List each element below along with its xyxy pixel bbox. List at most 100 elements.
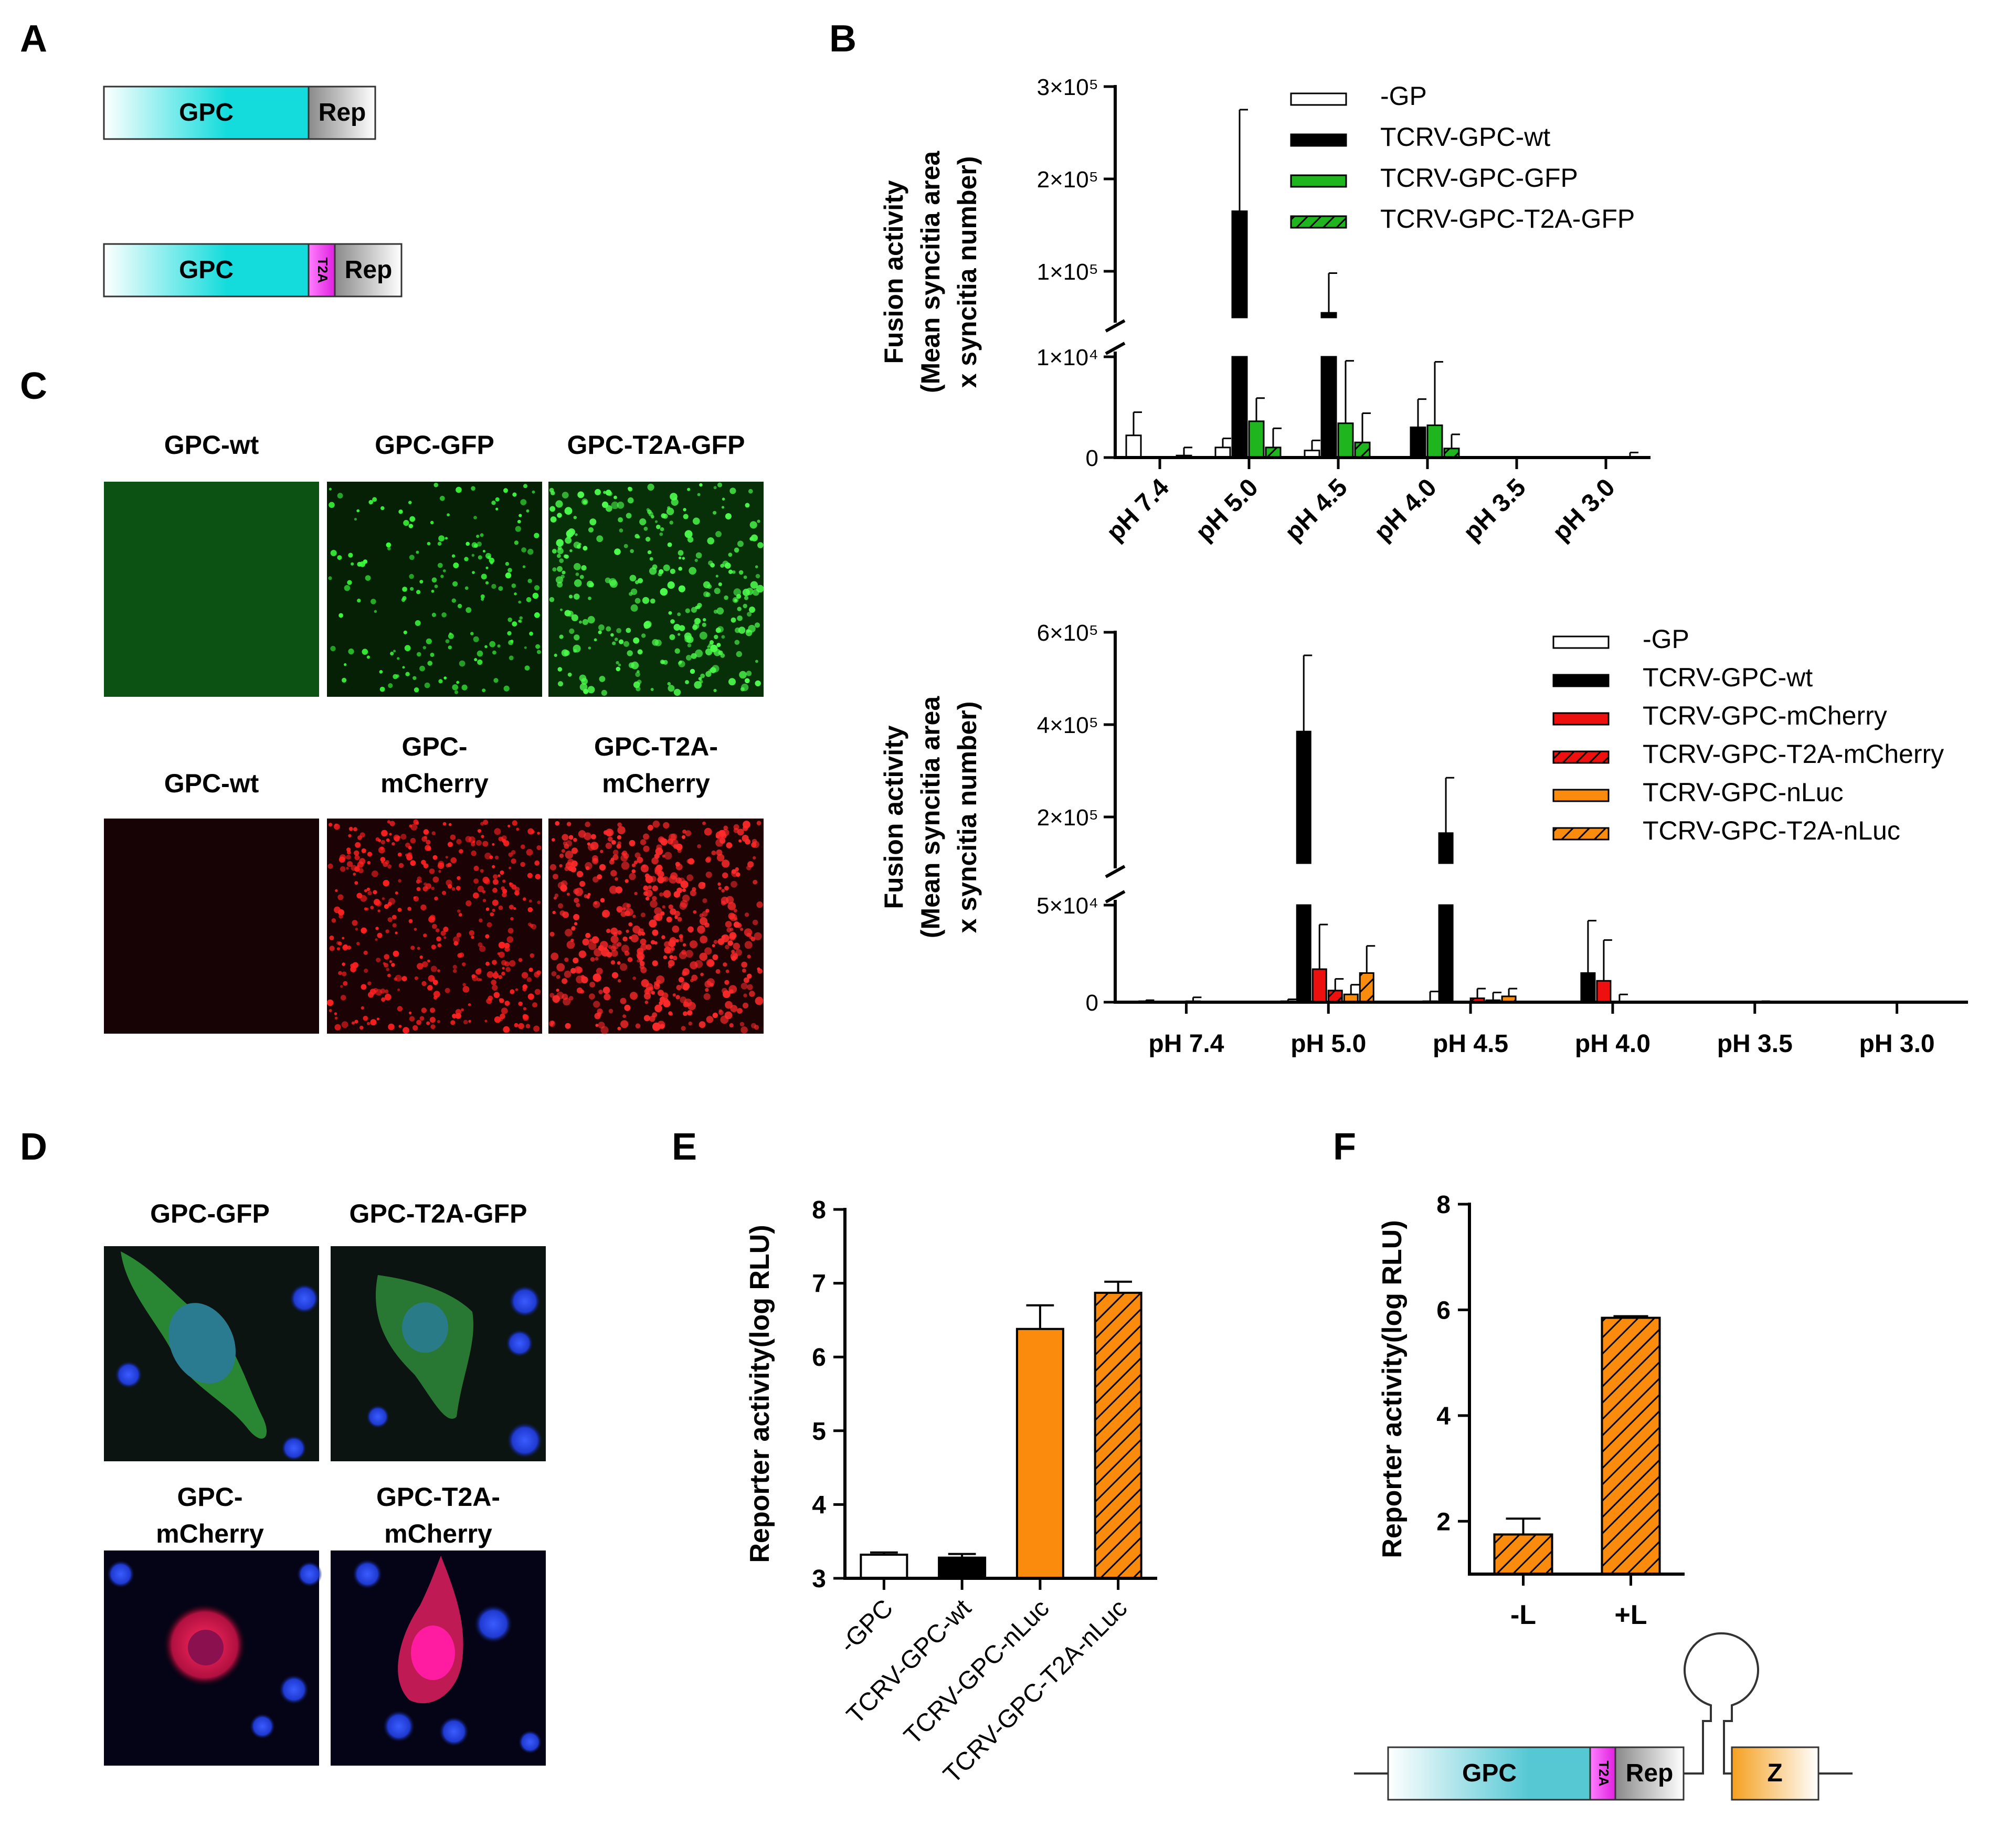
cell-dot — [404, 645, 411, 652]
cell-dot — [611, 501, 619, 509]
cell-dot — [498, 874, 501, 877]
cell-dot — [640, 912, 646, 918]
bar — [1596, 980, 1612, 1003]
cell-dot — [485, 934, 490, 939]
cell-dot — [678, 585, 685, 592]
cell-dot — [445, 639, 450, 643]
cell-dot — [347, 946, 352, 950]
cell-dot — [627, 650, 633, 656]
cell-dot — [477, 886, 484, 893]
cell-dot — [587, 616, 595, 624]
cell-dot — [652, 896, 657, 901]
cell-dot — [409, 1016, 415, 1022]
panel-label-d: D — [20, 1126, 47, 1168]
cell-dot — [427, 959, 430, 963]
cell-dot — [650, 900, 658, 908]
cell-dot — [361, 1006, 364, 1010]
cell-dot — [482, 550, 485, 553]
cell-dot — [410, 837, 416, 844]
cell-dot — [408, 501, 412, 504]
cell-dot — [388, 683, 393, 688]
cell-dot — [716, 607, 724, 615]
cell-dot — [675, 939, 679, 943]
cell-dot — [578, 950, 587, 958]
cell-dot — [552, 995, 560, 1003]
cell-dot — [596, 535, 604, 543]
cell-dot — [536, 845, 542, 851]
cell-dot — [749, 607, 755, 613]
rep-segment — [334, 243, 403, 298]
cell-dot — [440, 575, 444, 578]
cell-dot — [376, 1017, 380, 1021]
cell-dot — [732, 597, 738, 603]
cell-dot — [521, 547, 526, 553]
cell-dot — [674, 497, 678, 500]
cell-dot — [534, 971, 540, 978]
cell-dot — [663, 564, 670, 571]
cell-dot — [503, 685, 510, 692]
cell-dot — [725, 969, 729, 973]
cell-dot — [685, 680, 689, 684]
cell-dot — [714, 588, 721, 594]
cell-dot — [590, 834, 596, 840]
cell-dot — [693, 910, 697, 914]
cell-dot — [431, 923, 437, 929]
cell-dot — [749, 521, 757, 529]
cell-dot — [556, 963, 565, 972]
cell-dot — [643, 526, 648, 531]
y-axis-title: (Mean syncitia area — [916, 151, 945, 394]
cell-dot — [616, 661, 619, 665]
cell-dot — [581, 498, 588, 505]
cell-dot — [462, 986, 470, 993]
cell-dot — [743, 575, 747, 579]
cell-dot — [675, 863, 683, 870]
cell-dot — [451, 887, 456, 891]
cell-dot — [566, 534, 572, 539]
cell-dot — [721, 506, 725, 509]
cell-dot — [484, 1019, 488, 1023]
nucleus — [250, 1714, 275, 1739]
cell-dot — [502, 838, 506, 843]
cell-dot — [407, 907, 411, 911]
cell-dot — [656, 844, 662, 851]
cell-dot — [413, 896, 419, 902]
cell-dot — [715, 575, 718, 578]
cell-dot — [509, 883, 514, 887]
cell-dot — [509, 960, 516, 967]
legend-label: TCRV-GPC-nLuc — [1643, 778, 1844, 807]
cell-dot — [721, 900, 726, 906]
cell-dot — [492, 908, 495, 912]
cell-dot — [657, 870, 664, 878]
cell-dot — [617, 826, 626, 834]
cell-dot — [612, 641, 616, 645]
nucleus — [366, 1405, 389, 1428]
cell-dot — [742, 589, 750, 597]
cell-dot — [571, 614, 578, 621]
cell-dot — [566, 940, 575, 949]
cell-dot — [390, 652, 394, 656]
cell-dot — [367, 891, 372, 896]
cell-dot — [383, 862, 388, 867]
cell-dot — [389, 833, 392, 836]
cell-dot — [329, 502, 335, 508]
cell-dot — [654, 853, 660, 859]
cell-dot — [477, 650, 483, 657]
cell-dot — [711, 850, 716, 855]
cell-dot — [516, 827, 520, 831]
cell-dot — [678, 633, 681, 636]
cell-dot — [659, 892, 663, 897]
cell-dot — [723, 962, 727, 967]
cell-dot — [587, 893, 591, 896]
cell-dot — [367, 861, 371, 865]
cell-dot — [570, 938, 574, 942]
bar — [1231, 210, 1248, 318]
cell-dot — [628, 922, 633, 927]
nucleus — [411, 1626, 455, 1680]
cell-dot — [705, 671, 712, 677]
cell-dot — [456, 838, 462, 845]
d-label-gpc-mcherry-line1: GPC- — [177, 1482, 243, 1512]
y-axis-title: Fusion activity — [879, 725, 908, 909]
nucleus — [507, 1422, 543, 1458]
cell-dot — [557, 681, 564, 687]
cell-dot — [590, 957, 595, 962]
